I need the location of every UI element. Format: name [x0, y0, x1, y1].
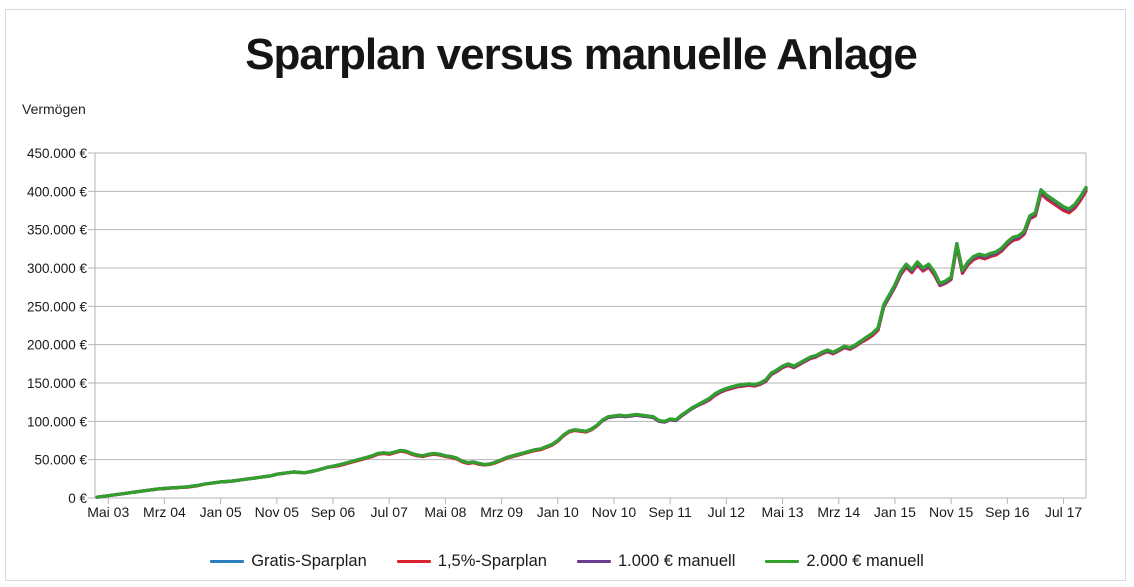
y-tick-label: 350.000 €: [27, 223, 88, 238]
legend-item-2-000-manuell: 2.000 € manuell: [765, 552, 924, 571]
y-tick-label: 50.000 €: [34, 453, 87, 468]
x-tick-label: Mai 03: [87, 504, 129, 520]
legend-item-1-5-sparplan: 1,5%-Sparplan: [396, 552, 547, 571]
y-tick-label: 400.000 €: [27, 184, 88, 199]
y-tick-label: 100.000 €: [27, 414, 88, 429]
y-tick-label: 250.000 €: [27, 299, 88, 314]
legend-item-gratis-sparplan: Gratis-Sparplan: [210, 552, 367, 571]
series-line-2-000-manuell: [95, 185, 1088, 499]
x-tick-label: Jan 15: [874, 504, 916, 520]
x-tick-label: Mrz 09: [480, 504, 523, 520]
series-line-1-000-manuell: [95, 187, 1088, 499]
legend-label: 2.000 € manuell: [806, 552, 924, 570]
legend-line-swatch: [576, 560, 611, 563]
legend-item-1-000-manuell: 1.000 € manuell: [576, 552, 736, 571]
x-tick-label: Sep 06: [311, 504, 356, 520]
legend-line-swatch: [210, 560, 245, 563]
legend-line-swatch: [396, 560, 431, 563]
legend-label: 1.000 € manuell: [617, 552, 736, 570]
series-line-gratis-sparplan: [95, 185, 1088, 499]
x-tick-label: Mai 13: [762, 504, 804, 520]
x-tick-label: Jul 12: [708, 504, 746, 520]
x-tick-label: Mrz 14: [817, 504, 860, 520]
x-tick-label: Nov 10: [592, 504, 637, 520]
x-tick-label: Sep 11: [648, 504, 692, 520]
chart-title: Sparplan versus manuelle Anlage: [245, 30, 918, 79]
legend-label: 1,5%-Sparplan: [437, 552, 547, 570]
x-tick-label: Jan 10: [537, 504, 579, 520]
legend: Gratis-Sparplan 1,5%-Sparplan 1.000 € manu…: [0, 552, 1134, 571]
x-tick-label: Sep 16: [985, 504, 1030, 520]
x-tick-label: Nov 15: [929, 504, 974, 520]
y-tick-label: 0 €: [68, 491, 87, 506]
y-tick-label: 450.000 €: [27, 146, 88, 161]
chart-border-frame: [5, 9, 1126, 581]
x-tick-label: Mrz 04: [143, 504, 186, 520]
y-tick-label: 150.000 €: [27, 376, 88, 391]
y-tick-label: 300.000 €: [27, 261, 88, 276]
x-tick-label: Mai 08: [424, 504, 466, 520]
y-axis-title: Vermögen: [22, 101, 86, 117]
x-tick-label: Nov 05: [255, 504, 300, 520]
x-tick-label: Jan 05: [200, 504, 242, 520]
legend-line-swatch: [765, 560, 800, 563]
legend-label: Gratis-Sparplan: [251, 552, 367, 570]
x-tick-label: Jul 17: [1045, 504, 1083, 520]
y-tick-label: 200.000 €: [27, 338, 88, 353]
x-tick-label: Jul 07: [371, 504, 409, 520]
